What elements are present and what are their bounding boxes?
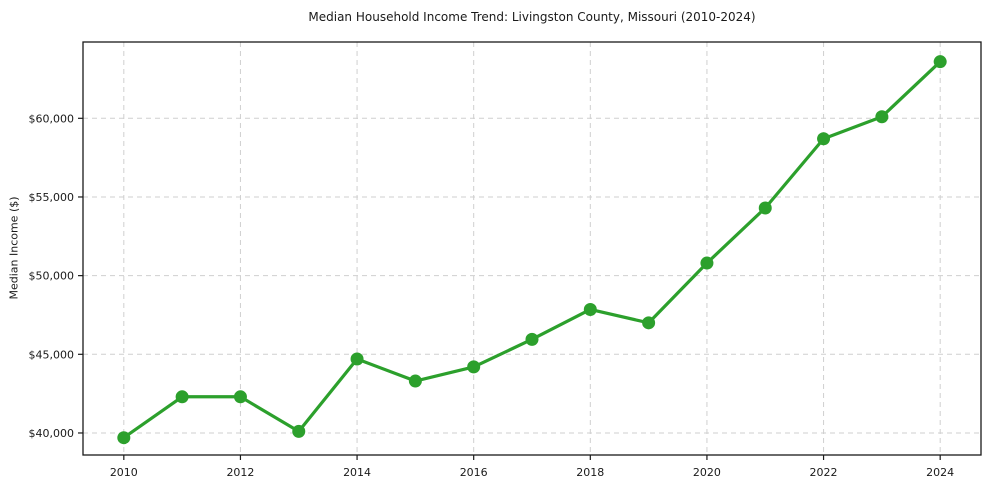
x-tick-label: 2010 — [110, 466, 138, 479]
y-tick-label: $50,000 — [29, 270, 75, 283]
x-tick-label: 2016 — [460, 466, 488, 479]
data-point — [700, 256, 714, 270]
x-tick-label: 2018 — [576, 466, 604, 479]
data-point — [350, 352, 364, 366]
plot-border — [82, 41, 982, 456]
y-tick-label: $60,000 — [29, 112, 75, 125]
data-point — [117, 431, 131, 445]
data-point — [525, 332, 539, 346]
data-point — [933, 55, 947, 69]
data-point — [817, 132, 831, 146]
y-tick-label: $45,000 — [29, 348, 75, 361]
data-point — [642, 316, 656, 330]
x-tick-label: 2020 — [693, 466, 721, 479]
data-point — [875, 110, 889, 124]
data-point — [467, 360, 481, 374]
x-tick-label: 2012 — [226, 466, 254, 479]
data-point — [583, 302, 597, 316]
y-tick-label: $55,000 — [29, 191, 75, 204]
data-point — [175, 390, 189, 404]
x-tick-label: 2014 — [343, 466, 371, 479]
data-point — [408, 374, 422, 388]
x-tick-label: 2024 — [926, 466, 954, 479]
data-point — [758, 201, 772, 215]
y-tick-label: $40,000 — [29, 427, 75, 440]
x-tick-label: 2022 — [810, 466, 838, 479]
chart-title: Median Household Income Trend: Livingsto… — [308, 10, 756, 24]
data-point — [292, 424, 306, 438]
data-point — [233, 390, 247, 404]
